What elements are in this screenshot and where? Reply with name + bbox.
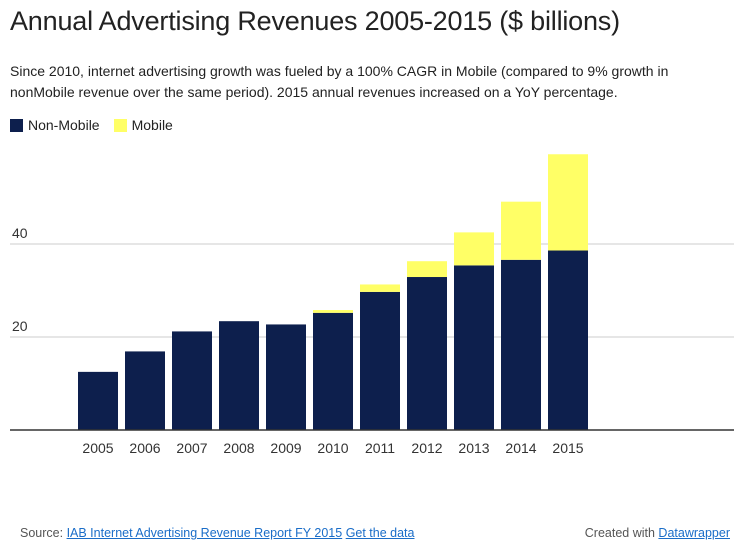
x-tick-label-2010: 2010 bbox=[317, 440, 348, 456]
legend-swatch-mobile bbox=[113, 118, 127, 132]
credit-line: Created with Datawrapper bbox=[585, 526, 730, 540]
x-tick-label-2015: 2015 bbox=[552, 440, 583, 456]
source-link[interactable]: IAB Internet Advertising Revenue Report … bbox=[66, 526, 343, 540]
legend-swatch-non-mobile bbox=[10, 118, 23, 132]
y-tick-label-20: 20 bbox=[12, 318, 28, 334]
source-line: Source: IAB Internet Advertising Revenue… bbox=[20, 526, 415, 540]
x-tick-label-2006: 2006 bbox=[129, 440, 160, 456]
source-prefix: Source: bbox=[20, 526, 67, 540]
bar-mobile-2011 bbox=[360, 284, 400, 292]
bar-mobile-2015 bbox=[548, 154, 588, 251]
x-tick-label-2014: 2014 bbox=[505, 440, 536, 456]
bar-non-mobile-2013 bbox=[454, 265, 494, 430]
chart-title: Annual Advertising Revenues 2005-2015 ($… bbox=[10, 6, 620, 36]
bar-non-mobile-2010 bbox=[313, 312, 353, 430]
y-tick-label-40: 40 bbox=[12, 225, 28, 241]
x-tick-label-2009: 2009 bbox=[270, 440, 301, 456]
legend-label-non-mobile: Non-Mobile bbox=[28, 117, 100, 133]
bar-mobile-2014 bbox=[501, 201, 541, 260]
bar-mobile-2012 bbox=[407, 261, 447, 278]
bar-non-mobile-2011 bbox=[360, 291, 400, 430]
bar-non-mobile-2012 bbox=[407, 277, 447, 430]
legend-label-mobile: Mobile bbox=[131, 117, 173, 133]
datawrapper-link[interactable]: Datawrapper bbox=[658, 526, 730, 540]
footer: Source: IAB Internet Advertising Revenue… bbox=[0, 526, 744, 546]
bar-chart: 20 40 2005 2006 2007 2008 2009 2010 2011 2012 2013… bbox=[10, 154, 734, 456]
bar-non-mobile-2008 bbox=[219, 321, 259, 430]
legend: Non-Mobile Mobile bbox=[10, 115, 187, 135]
x-tick-label-2012: 2012 bbox=[411, 440, 442, 456]
bar-non-mobile-2009 bbox=[266, 324, 306, 430]
bar-non-mobile-2006 bbox=[125, 351, 165, 430]
x-tick-label-2013: 2013 bbox=[458, 440, 489, 456]
bar-mobile-2010 bbox=[313, 310, 353, 313]
chart-subtitle: Since 2010, internet advertising growth … bbox=[10, 63, 669, 100]
x-tick-label-2005: 2005 bbox=[82, 440, 113, 456]
credit-prefix: Created with bbox=[584, 526, 659, 540]
legend-item-mobile: Mobile bbox=[113, 117, 173, 133]
x-tick-label-2007: 2007 bbox=[176, 440, 207, 456]
get-data-link[interactable]: Get the data bbox=[345, 526, 415, 540]
bar-mobile-2013 bbox=[454, 232, 494, 266]
bar-non-mobile-2007 bbox=[172, 331, 212, 430]
bar-non-mobile-2005 bbox=[78, 371, 118, 430]
bar-non-mobile-2014 bbox=[501, 259, 541, 430]
bar-non-mobile-2015 bbox=[548, 250, 588, 430]
x-tick-label-2011: 2011 bbox=[365, 440, 395, 456]
x-tick-label-2008: 2008 bbox=[223, 440, 254, 456]
legend-item-non-mobile: Non-Mobile bbox=[10, 117, 100, 133]
